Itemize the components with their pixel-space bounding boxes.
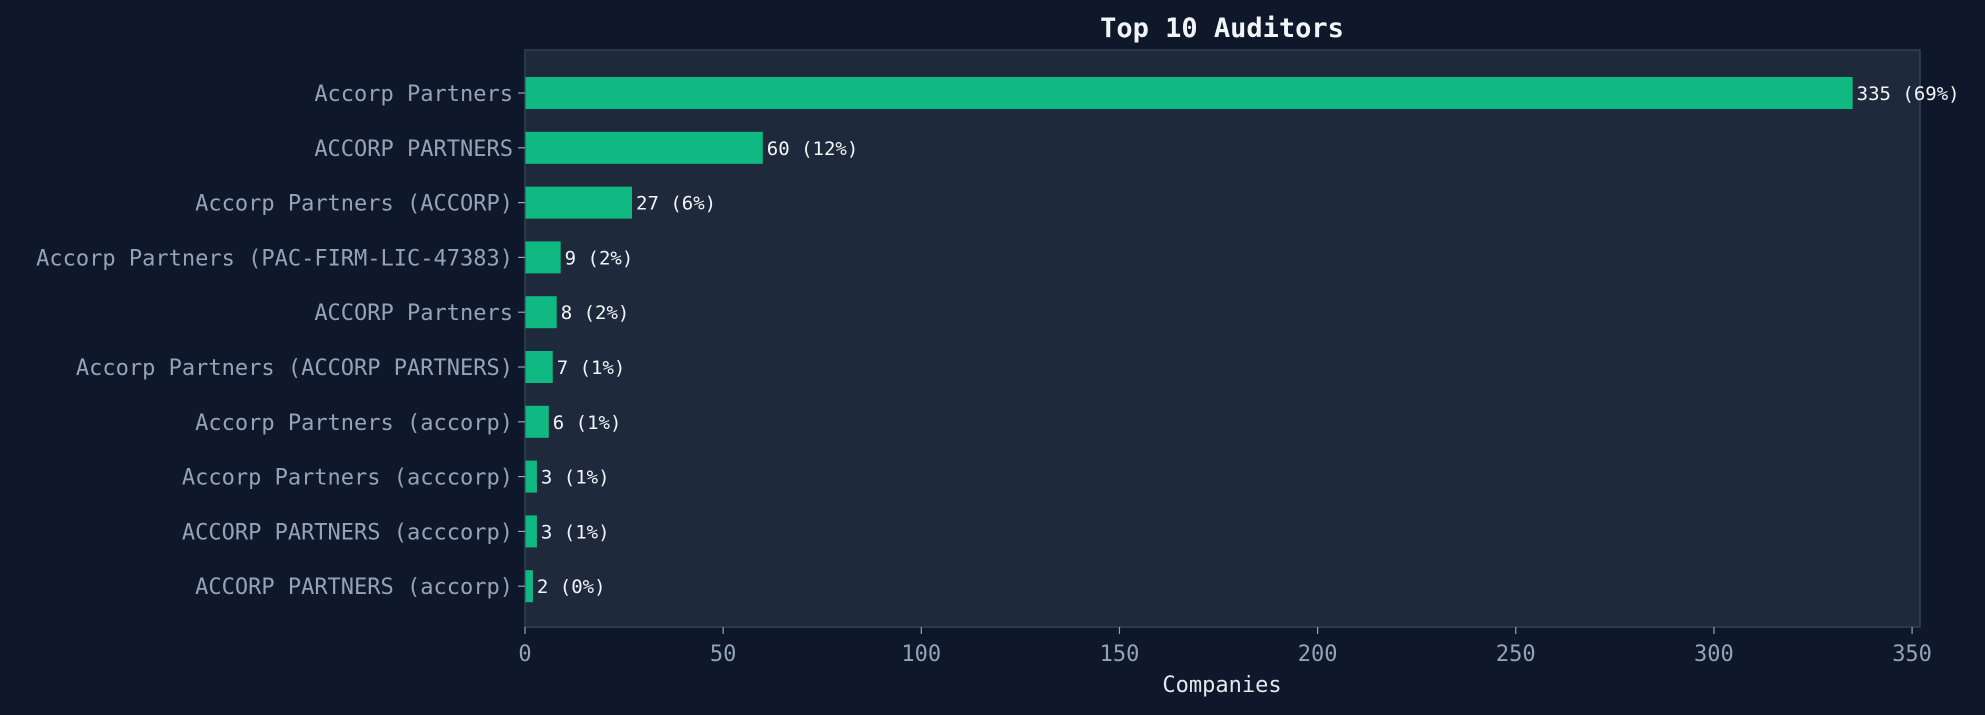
bar [525,131,763,164]
y-tick-label: Accorp Partners (ACCORP PARTNERS) [76,356,513,381]
bar [525,77,1853,109]
bar [525,515,537,548]
x-tick-label: 150 [1100,642,1140,667]
bar-value-label: 7 (1%) [557,357,626,379]
bar-value-label: 27 (6%) [636,193,716,215]
bar-value-label: 60 (12%) [767,138,859,160]
y-axis: Accorp Partners ACCORP PARTNERS Accorp Par… [36,82,525,600]
x-tick-label: 100 [901,642,941,667]
y-tick-label: Accorp Partners (ACCORP) [195,192,513,217]
y-tick-label: Accorp Partners (accorp) [195,411,513,436]
y-tick-label: ACCORP Partners [314,301,513,326]
bar [525,570,533,603]
y-tick-label: ACCORP PARTNERS [314,137,513,162]
x-tick-label: 250 [1496,642,1536,667]
bar-value-label: 8 (2%) [561,302,630,324]
bar [525,296,557,329]
bar-value-label: 3 (1%) [541,521,610,543]
bars-layer: 335 (69%) 60 (12%) 27 (6%) 9 (2%) 8 (2%) 7 (1… [525,77,1960,603]
bar [525,241,561,274]
y-tick-label: ACCORP PARTNERS (acccorp) [182,520,513,545]
x-tick-label: 0 [518,642,531,667]
bar-value-label: 3 (1%) [541,467,610,489]
bar [525,460,537,493]
bar-value-label: 335 (69%) [1857,83,1960,105]
chart-title: Top 10 Auditors [1100,13,1344,44]
x-tick-label: 300 [1694,642,1734,667]
x-tick-label: 50 [710,642,737,667]
x-tick-label: 200 [1298,642,1338,667]
y-tick-label: Accorp Partners (acccorp) [182,466,513,491]
bar [525,405,549,438]
y-tick-label: Accorp Partners [314,82,513,107]
bar [525,186,633,219]
x-axis-label: Companies [1162,673,1281,698]
bar-value-label: 2 (0%) [537,576,606,598]
bar [525,351,553,383]
y-tick-label: Accorp Partners (PAC-FIRM-LIC-47383) [36,246,513,271]
bar-value-label: 9 (2%) [565,247,634,269]
y-tick-label: ACCORP PARTNERS (accorp) [195,575,513,600]
x-tick-label: 350 [1892,642,1932,667]
x-axis: 0 50 100 150 200 250 300 350 [518,627,1932,667]
bar-value-label: 6 (1%) [553,412,622,434]
